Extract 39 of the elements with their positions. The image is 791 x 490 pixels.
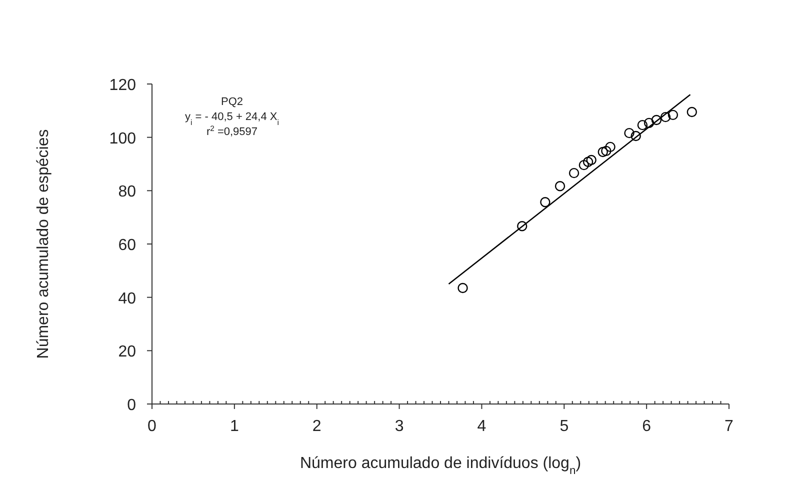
point [578, 160, 590, 170]
annotation: y$_{i}$ = - 40,5 + 24,4 X$_{i}$ [185, 111, 280, 126]
point [660, 112, 671, 122]
x-tick-label: 3 [394, 418, 404, 435]
point [637, 120, 648, 130]
point [605, 142, 616, 152]
x-tick-label: 4 [477, 418, 486, 435]
annotation: PQ2 [220, 96, 244, 108]
point [586, 154, 596, 166]
point [554, 181, 566, 192]
point [601, 146, 612, 156]
point [598, 146, 608, 158]
y-tick-label: 100 [109, 130, 136, 148]
point [630, 130, 641, 142]
point [568, 168, 580, 178]
x-axis-title: Número acumulado de indivíduos (log$_{n}$) [300, 455, 582, 477]
y-tick-label: 120 [109, 77, 136, 94]
y-tick-label: 60 [118, 237, 136, 254]
point [540, 197, 550, 208]
point [458, 282, 468, 294]
point [644, 118, 654, 128]
point [668, 110, 678, 120]
x-tick-label: 6 [642, 418, 652, 435]
x-tick-label: 1 [230, 418, 239, 435]
y-tick-label: 20 [118, 344, 136, 361]
y-axis-title: Número acumulado de espécies [35, 129, 52, 359]
x-tick-label: 5 [560, 418, 569, 435]
y-tick-label: 40 [118, 290, 136, 308]
y-tick-label: 80 [118, 184, 136, 201]
x-tick-label: 7 [724, 418, 734, 435]
x-tick-label: 0 [148, 418, 157, 435]
point [582, 156, 594, 167]
point [651, 114, 662, 126]
point [686, 106, 698, 118]
x-tick-label: 2 [312, 418, 322, 435]
point [624, 128, 634, 138]
point [517, 221, 528, 232]
y-tick-label: 0 [127, 397, 136, 414]
annotation: r$^{2}$ =0,9597 [206, 124, 258, 138]
